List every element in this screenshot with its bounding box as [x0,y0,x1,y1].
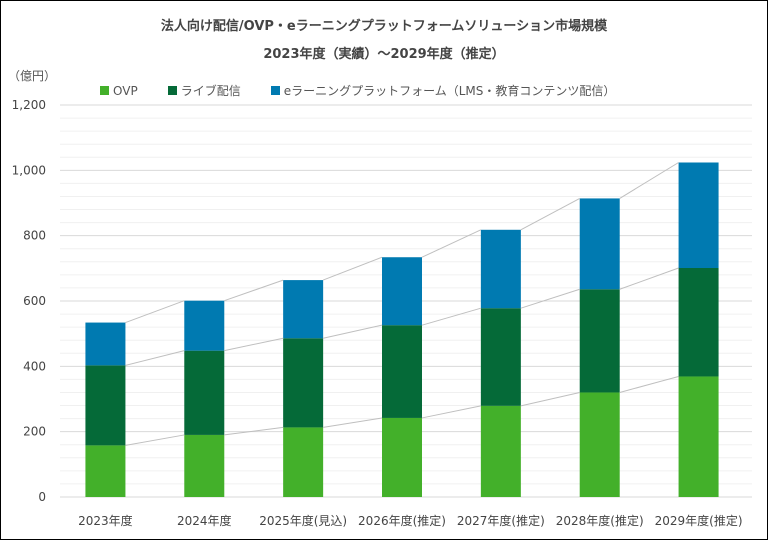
bar-1-6 [678,268,719,377]
bar-0-3 [382,417,422,497]
bar-1-2 [283,338,324,428]
legend-label: ライブ配信 [180,84,241,98]
legend-swatch [100,86,109,95]
series-line-0 [224,426,284,436]
legend-swatch [270,86,280,95]
bar-2-1 [184,300,225,351]
bar-2-6 [678,162,719,269]
legend: OVP ライブ配信 eラーニングプラットフォーム（LMS・教育コンテンツ配信） [100,82,645,99]
bar-1-1 [184,350,225,435]
series-line-0 [520,391,580,407]
series-line-1 [224,337,284,352]
series-line-1 [125,350,185,366]
y-tick-label: 200 [23,425,46,439]
series-line-2 [125,300,185,324]
series-line-1 [421,307,481,326]
x-tick-label: 2028年度(推定) [556,513,644,528]
bar-2-0 [85,322,126,366]
y-tick-label: 400 [23,359,46,373]
legend-label: OVP [113,83,138,98]
x-tick-label: 2025年度(見込) [259,513,347,528]
x-tick-label: 2027年度(推定) [457,513,545,528]
series-line-0 [619,375,679,393]
series-line-1 [619,267,679,290]
x-tick-label: 2024年度 [177,513,232,528]
legend-label: eラーニングプラットフォーム（LMS・教育コンテンツ配信） [283,84,616,98]
y-tick-label: 800 [23,229,46,243]
bar-2-4 [480,229,521,309]
y-tick-label: 0 [38,490,46,504]
series-line-0 [421,405,481,419]
x-tick-label: 2029年度(推定) [655,513,743,528]
bar-1-3 [382,325,422,418]
legend-swatch [167,86,177,95]
y-tick-label: 600 [23,294,46,308]
series-line-0 [323,417,383,428]
bar-0-4 [480,405,521,497]
bar-0-6 [678,376,719,497]
legend-item-live: ライブ配信 [167,82,241,99]
bar-2-3 [382,257,422,326]
series-line-0 [125,434,185,446]
series-line-2 [322,256,383,281]
bar-1-4 [480,308,521,406]
y-tick-label: 1,000 [12,163,46,177]
bar-1-5 [579,289,620,393]
y-axis-unit: （億円） [8,69,57,83]
series-line-2 [619,162,679,199]
legend-item-elearning: eラーニングプラットフォーム（LMS・教育コンテンツ配信） [270,82,616,99]
series-line-2 [421,229,482,258]
series-line-2 [224,279,284,302]
x-tick-label: 2023年度 [78,513,133,528]
bar-2-5 [579,198,620,290]
y-tick-label: 1,200 [12,98,46,112]
bar-2-2 [283,280,324,339]
series-line-1 [323,324,383,339]
series-line-2 [520,197,580,231]
bar-0-0 [85,445,126,497]
series-line-1 [520,288,580,309]
bar-1-0 [85,365,126,446]
bar-0-2 [283,427,324,497]
chart-title: 法人向け配信/OVP・eラーニングプラットフォームソリューション市場規模 [160,19,608,34]
legend-item-ovp: OVP [100,82,138,99]
bar-0-5 [579,392,620,497]
x-tick-label: 2026年度(推定) [358,513,446,528]
chart-subtitle: 2023年度（実績）～2029年度（推定） [263,47,505,62]
bar-0-1 [184,434,225,497]
